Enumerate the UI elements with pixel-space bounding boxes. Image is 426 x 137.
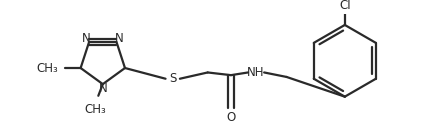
- Text: CH₃: CH₃: [36, 62, 58, 75]
- Text: CH₃: CH₃: [84, 103, 106, 116]
- Text: O: O: [226, 111, 235, 124]
- Text: N: N: [82, 32, 91, 45]
- Text: Cl: Cl: [338, 0, 350, 12]
- Text: S: S: [169, 72, 176, 85]
- Text: NH: NH: [246, 66, 263, 79]
- Text: N: N: [98, 82, 107, 95]
- Text: N: N: [115, 32, 123, 45]
